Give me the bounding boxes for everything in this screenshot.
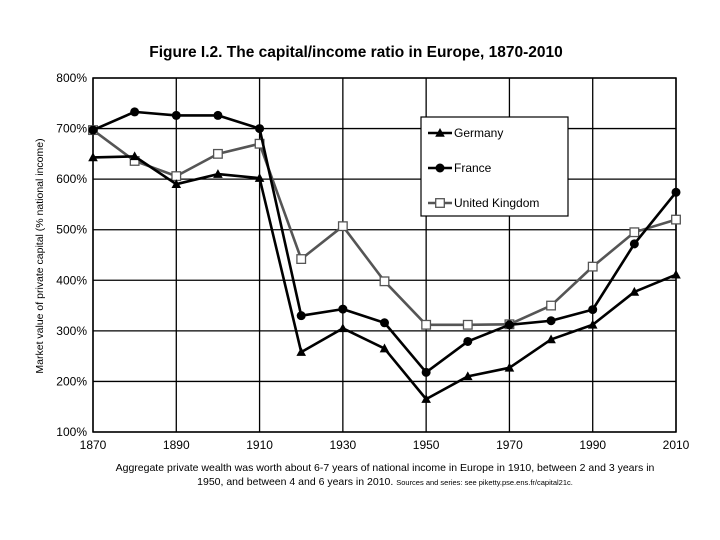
- data-point-france: [380, 318, 389, 328]
- data-point-germany: [129, 151, 140, 161]
- x-tick-label: 1870: [80, 438, 107, 452]
- caption-line-1: Aggregate private wealth was worth about…: [115, 462, 655, 474]
- data-point-france: [255, 124, 265, 134]
- y-tick-label: 100%: [56, 425, 87, 439]
- x-tick-label: 2010: [663, 438, 690, 452]
- data-point-united-kingdom: [671, 214, 681, 225]
- series-germany: [88, 151, 681, 403]
- data-point-united-kingdom: [421, 319, 432, 330]
- data-point-united-kingdom: [462, 319, 473, 330]
- y-tick-label: 700%: [56, 122, 87, 136]
- data-point-france: [171, 110, 181, 120]
- data-point-united-kingdom: [546, 300, 557, 311]
- data-point-france: [88, 125, 98, 135]
- x-tick-labels: 1870 1890 1910 1930 1950 1970 1990 2010: [80, 438, 690, 452]
- legend-marker: [435, 128, 445, 137]
- y-tick-label: 200%: [56, 374, 87, 388]
- legend-item-france: France: [428, 161, 492, 175]
- y-tick-label: 400%: [56, 273, 87, 287]
- y-axis-label: Market value of private capital (% natio…: [34, 138, 46, 373]
- legend-label: Germany: [454, 126, 503, 140]
- series-france: [88, 107, 681, 377]
- data-point-united-kingdom: [629, 227, 640, 238]
- data-point-germany: [171, 179, 182, 188]
- legend-item-germany: Germany: [428, 126, 503, 140]
- data-point-germany: [546, 334, 556, 344]
- data-point-germany: [629, 286, 640, 296]
- data-point-germany: [88, 152, 98, 162]
- data-point-germany: [296, 347, 307, 356]
- plot-frame: [92, 77, 677, 433]
- data-point-united-kingdom: [171, 171, 182, 182]
- data-point-france: [296, 311, 306, 321]
- legend-label: United Kingdom: [454, 196, 539, 210]
- series-united-kingdom: [88, 125, 681, 330]
- data-point-germany: [587, 319, 598, 329]
- data-point-germany: [379, 343, 390, 353]
- data-point-france: [546, 316, 556, 326]
- y-tick-label: 800%: [56, 71, 87, 85]
- data-point-france: [671, 187, 681, 197]
- data-point-germany: [462, 371, 473, 381]
- series-lines: [88, 107, 681, 403]
- data-point-germany: [671, 269, 681, 279]
- grid: [92, 77, 677, 433]
- data-point-germany: [504, 362, 515, 372]
- data-point-united-kingdom: [587, 261, 598, 272]
- data-point-united-kingdom: [212, 148, 223, 159]
- x-tick-label: 1930: [330, 438, 357, 452]
- data-point-france: [421, 367, 431, 377]
- data-point-germany: [338, 323, 348, 333]
- data-point-germany: [213, 169, 223, 178]
- series-line-france: [92, 110, 678, 374]
- caption-line-2: 1950, and between 4 and 6 years in 2010.: [197, 476, 394, 488]
- data-point-united-kingdom: [379, 276, 390, 287]
- data-point-france: [504, 320, 514, 330]
- chart-title: Figure I.2. The capital/income ratio in …: [149, 44, 562, 61]
- y-tick-label: 300%: [56, 324, 87, 338]
- data-point-france: [130, 107, 140, 117]
- x-tick-label: 1970: [496, 438, 523, 452]
- legend-marker: [435, 163, 445, 173]
- caption-source: Sources and series: see piketty.pse.ens.…: [396, 478, 573, 487]
- x-tick-label: 1990: [579, 438, 606, 452]
- y-tick-labels: 100% 200% 300% 400% 500% 600% 700% 800%: [56, 71, 87, 439]
- legend-label: France: [454, 161, 492, 175]
- data-point-united-kingdom: [296, 254, 307, 264]
- data-point-france: [213, 110, 223, 120]
- data-point-germany: [421, 394, 431, 403]
- x-tick-label: 1890: [163, 438, 190, 452]
- legend-marker: [435, 198, 445, 208]
- x-tick-label: 1950: [413, 438, 440, 452]
- y-tick-label: 500%: [56, 223, 87, 237]
- data-point-france: [463, 336, 473, 346]
- chart-caption: Aggregate private wealth was worth about…: [100, 461, 670, 490]
- data-point-france: [588, 305, 598, 315]
- data-point-germany: [254, 173, 265, 182]
- legend: Germany France United Kingdom: [420, 116, 569, 217]
- y-tick-label: 600%: [56, 172, 87, 186]
- legend-item-united-kingdom: United Kingdom: [428, 196, 539, 210]
- series-line-united-kingdom: [92, 129, 677, 327]
- data-point-france: [629, 239, 639, 249]
- data-point-united-kingdom: [337, 221, 348, 232]
- x-tick-label: 1910: [246, 438, 273, 452]
- data-point-france: [338, 304, 348, 314]
